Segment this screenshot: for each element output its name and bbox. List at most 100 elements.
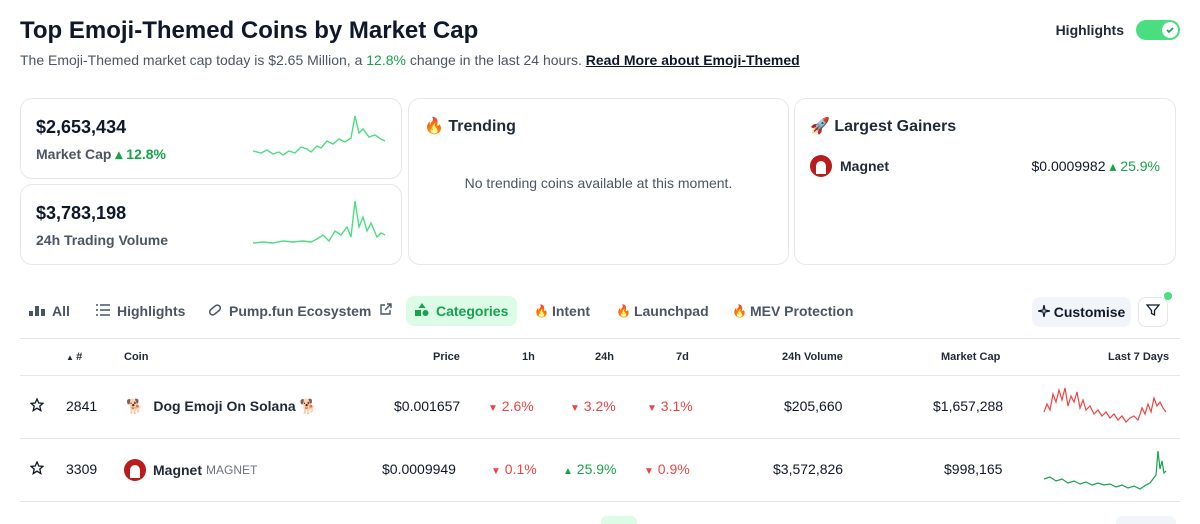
- market-cap-sparkline: [252, 115, 386, 156]
- dog-logo-icon: 🐕: [126, 398, 144, 414]
- tab-label: Launchpad: [633, 303, 709, 319]
- row-sparkline: [1043, 387, 1167, 423]
- bar-chart-icon: [29, 304, 45, 319]
- rank-sort-header[interactable]: ▲ #: [66, 351, 82, 363]
- header-last-7-days: Last 7 Days: [1108, 351, 1170, 363]
- subtitle-prefix: The Emoji-Themed market cap today is $2.…: [20, 52, 363, 68]
- magnet-logo-icon: [124, 459, 146, 481]
- caret-down-icon: ▼: [570, 403, 580, 414]
- coin-cell[interactable]: Magnet MAGNET: [124, 459, 257, 481]
- tab-label: Intent: [551, 303, 591, 319]
- caret-up-icon: ▴: [1109, 157, 1117, 174]
- header-24h[interactable]: 24h: [595, 351, 614, 363]
- rocket-icon: 🚀: [810, 118, 830, 135]
- table-row[interactable]: 3309 Magnet MAGNET $0.0009949 ▼ 0.1% ▲ 2…: [20, 439, 1180, 502]
- page-title: Top Emoji-Themed Coins by Market Cap: [20, 17, 479, 44]
- volume-cell: $205,660: [784, 398, 843, 414]
- header-price[interactable]: Price: [433, 351, 460, 363]
- change-24h-value: 3.2%: [583, 398, 616, 414]
- change-7d-cell: ▼ 3.1%: [647, 398, 693, 414]
- coin-cell[interactable]: 🐕 Dog Emoji On Solana 🐕: [126, 398, 317, 415]
- filter-button[interactable]: [1138, 297, 1168, 327]
- fire-icon: 🔥: [732, 304, 747, 318]
- volume-card: $3,783,198 24h Trading Volume: [20, 184, 402, 265]
- coin-name[interactable]: Dog Emoji On Solana: [153, 398, 296, 414]
- table-header: ▲ # Coin Price 1h 24h 7d 24h Volume Mark…: [20, 338, 1180, 376]
- change-7d-cell: ▼ 0.9%: [644, 461, 690, 477]
- tab-pump-fun-ecosystem[interactable]: Pump.fun Ecosystem: [199, 296, 401, 326]
- rank-cell: 3309: [66, 461, 98, 477]
- change-1h-value: 2.6%: [501, 398, 534, 414]
- row-sparkline: [1043, 450, 1167, 490]
- rows-per-page-select[interactable]: [1116, 516, 1176, 524]
- header-24h-volume[interactable]: 24h Volume: [782, 351, 843, 363]
- read-more-link[interactable]: Read More about Emoji-Themed: [585, 52, 800, 68]
- tab-label: MEV Protection: [749, 303, 854, 319]
- caret-down-icon: ▼: [647, 403, 657, 414]
- gainers-title-row: 🚀 Largest Gainers: [810, 116, 956, 136]
- caret-up-icon: ▲: [563, 466, 573, 477]
- volume-sparkline: [252, 200, 386, 244]
- header-rank: #: [76, 351, 83, 363]
- caret-down-icon: ▼: [644, 466, 654, 477]
- caret-down-icon: ▼: [488, 403, 498, 414]
- check-icon: [1162, 22, 1178, 38]
- header-market-cap[interactable]: Market Cap: [941, 351, 1001, 363]
- tab-label: Pump.fun Ecosystem: [229, 303, 372, 319]
- star-icon[interactable]: [29, 460, 45, 478]
- highlights-toggle-group: Highlights: [1056, 20, 1180, 40]
- tab-launchpad[interactable]: 🔥 Launchpad: [607, 296, 718, 326]
- table-row[interactable]: 2841 🐕 Dog Emoji On Solana 🐕 $0.001657 ▼…: [20, 376, 1180, 439]
- tab-all[interactable]: All: [20, 296, 79, 326]
- sort-icon: ▲: [66, 353, 77, 362]
- change-24h-cell: ▲ 25.9%: [563, 461, 617, 477]
- change-1h-cell: ▼ 2.6%: [488, 398, 534, 414]
- market-cap-card: $2,653,434 Market Cap ▴ 12.8%: [20, 98, 402, 179]
- pagination-current-page[interactable]: [601, 516, 637, 524]
- gainer-name[interactable]: Magnet: [840, 158, 889, 174]
- trending-empty-message: No trending coins available at this mome…: [464, 175, 733, 191]
- list-icon: [96, 303, 110, 319]
- subtitle-change: 12.8%: [366, 52, 406, 68]
- dog-emoji-icon: 🐕: [299, 398, 318, 414]
- header-1h[interactable]: 1h: [522, 351, 535, 363]
- tab-label: Highlights: [117, 303, 186, 319]
- tab-label: Categories: [436, 303, 509, 319]
- sparkle-icon: [1037, 304, 1050, 320]
- tab-label: All: [52, 303, 70, 319]
- star-icon[interactable]: [29, 397, 45, 415]
- volume-cell: $3,572,826: [773, 461, 844, 477]
- price-cell: $0.0009949: [382, 461, 456, 477]
- customise-button[interactable]: Customise: [1032, 297, 1131, 327]
- gainer-item[interactable]: Magnet $0.0009982 ▴ 25.9%: [810, 154, 1160, 178]
- header-coin[interactable]: Coin: [124, 351, 149, 363]
- market-cap-cell: $998,165: [944, 461, 1003, 477]
- coins-table: ▲ # Coin Price 1h 24h 7d 24h Volume Mark…: [20, 338, 1180, 502]
- filter-icon: [1145, 303, 1161, 322]
- market-cap-label-row: Market Cap ▴ 12.8%: [36, 146, 166, 163]
- magnet-logo-icon: [810, 155, 832, 177]
- market-cap-cell: $1,657,288: [933, 398, 1004, 414]
- volume-value: $3,783,198: [36, 203, 127, 223]
- fire-icon: 🔥: [534, 304, 549, 318]
- change-7d-value: 3.1%: [660, 398, 693, 414]
- market-cap-value: $2,653,434: [36, 117, 127, 137]
- tab-mev-protection[interactable]: 🔥 MEV Protection: [723, 296, 862, 326]
- price-cell: $0.001657: [394, 398, 461, 414]
- coin-symbol: MAGNET: [206, 463, 258, 477]
- change-1h-cell: ▼ 0.1%: [491, 461, 537, 477]
- page-header: Top Emoji-Themed Coins by Market Cap The…: [20, 14, 1180, 74]
- gainers-title: Largest Gainers: [834, 118, 957, 135]
- change-7d-value: 0.9%: [657, 461, 690, 477]
- page-subtitle: The Emoji-Themed market cap today is $2.…: [20, 50, 1180, 70]
- market-cap-label: Market Cap: [36, 146, 112, 162]
- trending-card: 🔥 Trending No trending coins available a…: [408, 98, 789, 265]
- header-7d[interactable]: 7d: [676, 351, 689, 363]
- tab-categories[interactable]: Categories: [406, 296, 518, 326]
- tab-highlights[interactable]: Highlights: [87, 296, 194, 326]
- highlights-toggle-switch[interactable]: [1136, 20, 1180, 40]
- fire-icon: 🔥: [424, 118, 444, 135]
- gainer-change: 25.9%: [1120, 157, 1160, 174]
- tab-intent[interactable]: 🔥 Intent: [525, 296, 599, 326]
- coin-name[interactable]: Magnet: [153, 462, 202, 478]
